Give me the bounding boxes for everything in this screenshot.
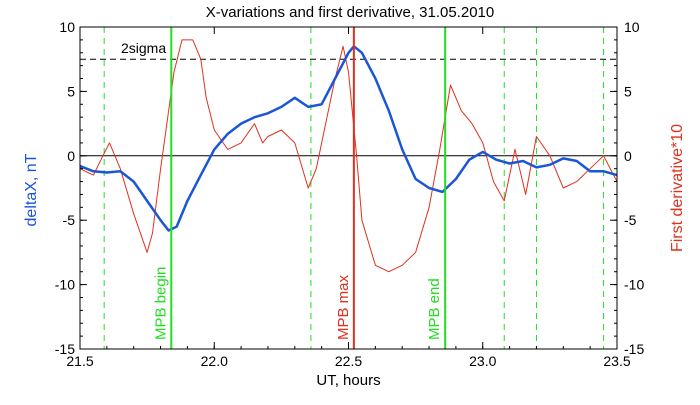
y-left-tick-label-1: -10 — [55, 277, 75, 293]
y-left-tick-label-4: 5 — [67, 83, 75, 99]
y-axis-left-label: deltaX, nT — [23, 153, 40, 226]
x-tick-label-3: 23.0 — [469, 353, 496, 369]
threshold-label: 2sigma — [121, 40, 166, 56]
reference-lines — [80, 27, 617, 349]
y-right-tick-label-3: 0 — [624, 148, 632, 164]
y-right-tick-label-1: -10 — [624, 277, 644, 293]
chart-title: X-variations and first derivative, 31.05… — [206, 4, 495, 21]
y-axis-right-label: First derivative*10 — [669, 124, 686, 252]
event-label-1: MPB max — [335, 274, 352, 340]
x-tick-label-1: 22.0 — [201, 353, 228, 369]
y-right-tick-label-2: -5 — [624, 212, 637, 228]
x-tick-label-2: 22.5 — [335, 353, 362, 369]
x-tick-label-4: 23.5 — [603, 353, 630, 369]
ticks: 21.5 22.0 22.5 23.0 23.5-15-10-50510-15-10-5… — [55, 19, 645, 369]
y-right-tick-label-4: 5 — [624, 83, 632, 99]
event-markers: MPB begin MPB max MPB end — [152, 27, 447, 349]
x-tick-label-0: 21.5 — [66, 353, 93, 369]
series-layer — [79, 39, 618, 273]
y-right-tick-label-5: 10 — [624, 19, 640, 35]
y-left-tick-label-5: 10 — [59, 19, 75, 35]
y-right-tick-label-0: -15 — [624, 341, 644, 357]
y-left-tick-label-3: 0 — [67, 148, 75, 164]
y-left-tick-label-2: -5 — [63, 212, 76, 228]
event-label-0: MPB begin — [152, 267, 169, 340]
x-axis-label: UT, hours — [316, 372, 380, 389]
event-label-2: MPB end — [426, 278, 443, 340]
y-left-tick-label-0: -15 — [55, 341, 75, 357]
series-line-deltaX — [79, 45, 618, 232]
